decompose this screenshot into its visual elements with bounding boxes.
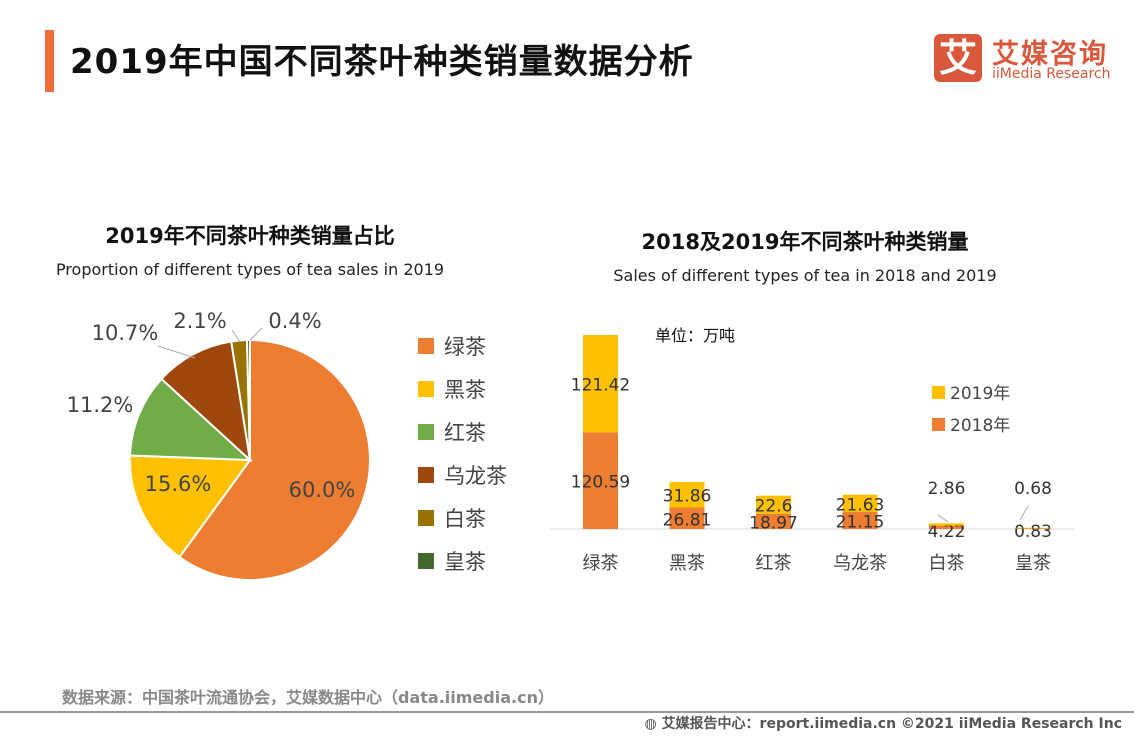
legend-label: 2018年 (950, 416, 1010, 436)
footer-divider (0, 711, 1134, 713)
legend-item: 乌龙茶 (418, 453, 507, 496)
bar-unit: 单位：万吨 (655, 326, 736, 345)
bar-value-label: 121.42 (571, 376, 630, 396)
bar-2019 (1015, 527, 1051, 529)
x-tick-label: 红茶 (756, 553, 792, 574)
legend-item: 绿茶 (418, 324, 507, 367)
legend-item: 红茶 (418, 410, 507, 453)
x-tick-label: 绿茶 (583, 553, 619, 574)
legend-swatch (418, 466, 434, 483)
leader-line (1019, 505, 1029, 521)
legend-swatch (418, 337, 434, 354)
footer-credit-text: 艾媒报告中心：report.iimedia.cn ©2021 iiMedia R… (661, 716, 1122, 732)
legend-item: 皇茶 (418, 539, 507, 582)
legend-swatch (418, 380, 434, 397)
bar-value-label: 0.83 (1014, 522, 1052, 542)
bar-value-label: 22.6 (755, 497, 793, 517)
pie-title: 2019年不同茶叶种类销量占比 (105, 224, 395, 248)
legend-swatch (418, 509, 434, 526)
pie-slice-5 (245, 338, 251, 461)
pie-label-3: 10.7% (92, 321, 159, 345)
bar-value-label: 18.97 (749, 513, 798, 533)
bar-2018 (756, 513, 791, 529)
legend-item: 白茶 (418, 496, 507, 539)
bar-value-label: 0.68 (1014, 479, 1052, 499)
bar-2018 (929, 525, 964, 529)
pie-slice-3 (160, 340, 252, 463)
pie-label-2: 11.2% (67, 393, 134, 417)
pie-label-0: 60.0% (289, 478, 356, 502)
legend-label: 2019年 (950, 384, 1010, 404)
bar-2019 (842, 494, 878, 513)
bar-subtitle: Sales of different types of tea in 2018 … (613, 266, 997, 285)
bar-2019 (929, 523, 964, 526)
bar-title: 2018及2019年不同茶叶种类销量 (641, 230, 969, 254)
bar-value-label: 120.59 (571, 473, 630, 493)
globe-icon: ◍ (644, 716, 662, 732)
legend-label: 白茶 (444, 506, 486, 531)
legend-label: 绿茶 (444, 334, 486, 359)
pie-label-5: 0.4% (268, 309, 321, 333)
legend-label: 红茶 (444, 420, 486, 445)
bar-2018 (1015, 528, 1051, 529)
legend-item: 黑茶 (418, 367, 507, 410)
legend-swatch (932, 386, 945, 399)
bar-2018 (583, 432, 618, 529)
pie-slice-1 (129, 454, 252, 559)
bar-2018 (669, 507, 705, 529)
logo-cn: 艾媒咨询 (992, 39, 1108, 70)
x-tick-label: 黑茶 (669, 553, 705, 574)
x-tick-label: 乌龙茶 (833, 553, 887, 574)
legend-label: 皇茶 (444, 549, 486, 574)
pie-slice-0 (178, 338, 371, 581)
legend-label: 乌龙茶 (444, 463, 507, 488)
bar-value-label: 2.86 (928, 479, 966, 499)
bar-value-label: 31.86 (663, 487, 712, 507)
bar-2018 (842, 512, 878, 529)
bar-value-label: 21.15 (836, 513, 885, 533)
pie-label-1: 15.6% (145, 472, 212, 496)
legend-label: 黑茶 (444, 377, 486, 402)
bar-value-label: 26.81 (663, 510, 712, 530)
pie-label-4: 2.1% (173, 309, 226, 333)
bar-value-label: 4.22 (928, 522, 966, 542)
leader-line (249, 327, 263, 341)
leader-line (157, 345, 196, 359)
title-accent-bar (45, 30, 54, 92)
footer-credit: ◍ 艾媒报告中心：report.iimedia.cn ©2021 iiMedia… (644, 713, 1122, 733)
page-title: 2019年中国不同茶叶种类销量数据分析 (70, 42, 694, 82)
pie-subtitle: Proportion of different types of tea sal… (55, 260, 445, 279)
bar-2019 (669, 481, 705, 508)
legend-swatch (418, 552, 434, 569)
logo-en: iiMedia Research (992, 66, 1111, 82)
x-tick-label: 白茶 (929, 553, 965, 574)
bar-2019 (756, 495, 791, 514)
bar-2019 (583, 334, 618, 433)
data-source: 数据来源：中国茶叶流通协会，艾媒数据中心（data.iimedia.cn） (62, 688, 554, 707)
legend-swatch (932, 418, 945, 431)
leader-line (231, 329, 241, 343)
legend-swatch (418, 423, 434, 440)
bar-value-label: 21.63 (836, 495, 885, 515)
leader-line (937, 514, 949, 523)
pie-slice-2 (129, 377, 253, 462)
logo-icon: 艾 (934, 34, 982, 82)
pie-chart: 60.0% 15.6% 11.2% 10.7% 2.1% 0.4% (67, 309, 371, 581)
pie-legend: 绿茶黑茶红茶乌龙茶白茶皇茶 (418, 324, 507, 582)
x-tick-label: 皇茶 (1015, 553, 1051, 574)
